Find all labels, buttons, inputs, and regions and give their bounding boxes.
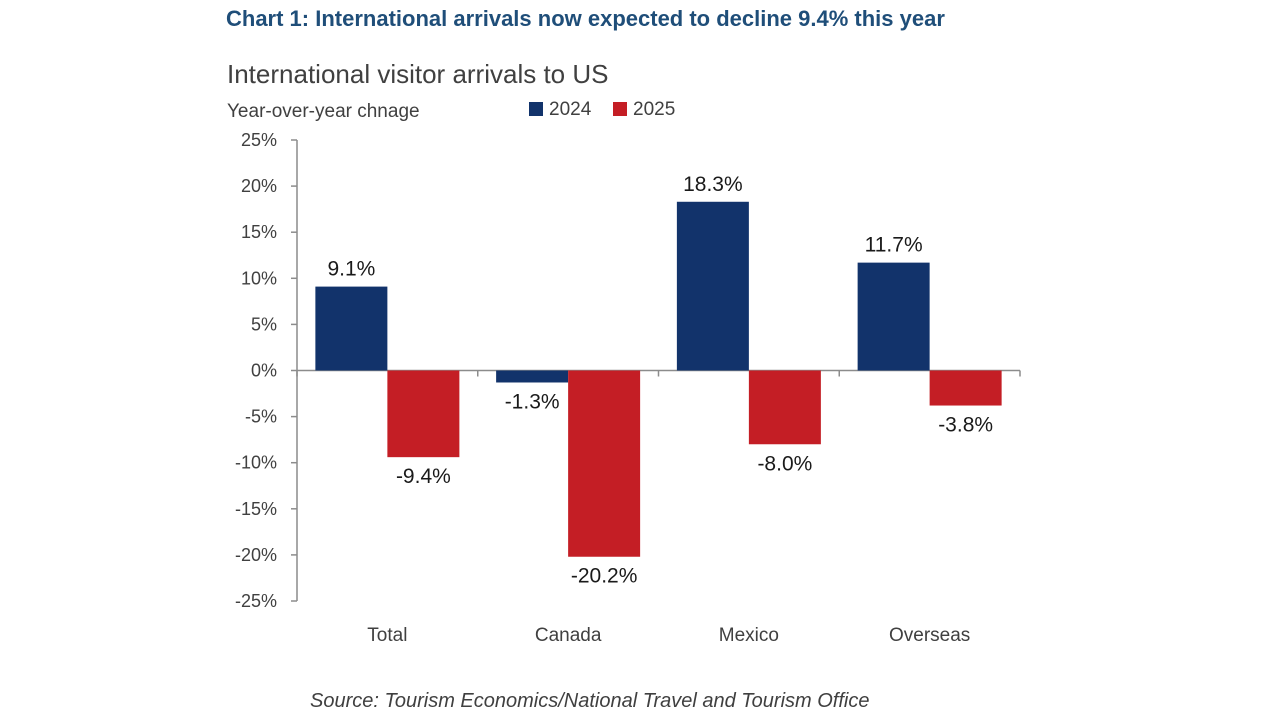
bar-2025-mexico (748, 370, 821, 445)
data-label-2024-canada: -1.3% (505, 390, 560, 413)
y-axis-label: Year-over-year chnage (227, 101, 420, 122)
data-label-2025-mexico: -8.0% (757, 452, 812, 475)
y-tick-label: 20% (241, 176, 277, 196)
bar-2024-canada (496, 370, 569, 383)
bar-2025-total (387, 370, 460, 458)
legend-label-2025: 2025 (633, 99, 675, 120)
data-label-2024-overseas: 11.7% (865, 234, 923, 257)
legend-swatch-2024 (529, 102, 543, 116)
category-label-overseas: Overseas (889, 625, 970, 646)
data-label-2025-total: -9.4% (396, 465, 451, 488)
y-tick-label: 15% (241, 222, 277, 242)
data-label-2024-mexico: 18.3% (683, 173, 743, 196)
y-tick-label: 0% (251, 361, 277, 381)
y-tick-label: 25% (241, 130, 277, 150)
y-tick-label: -20% (235, 545, 277, 565)
category-label-canada: Canada (535, 625, 602, 646)
legend-label-2024: 2024 (549, 99, 592, 120)
category-label-mexico: Mexico (719, 625, 779, 646)
y-tick-label: -5% (245, 407, 277, 427)
bar-2024-mexico (676, 201, 749, 371)
y-tick-label: 5% (251, 314, 277, 334)
bar-2024-total (315, 286, 388, 371)
data-label-2025-canada: -20.2% (571, 565, 638, 588)
y-tick-label: -15% (235, 499, 277, 519)
data-label-2024-total: 9.1% (327, 258, 375, 281)
bar-2024-overseas (857, 262, 930, 371)
bar-2025-overseas (929, 370, 1002, 406)
category-label-total: Total (367, 625, 407, 646)
chart-title: International visitor arrivals to US (227, 59, 609, 89)
y-tick-label: -25% (235, 591, 277, 611)
data-label-2025-overseas: -3.8% (938, 414, 993, 437)
source-note: Source: Tourism Economics/National Trave… (310, 690, 870, 712)
chart-headline: Chart 1: International arrivals now expe… (226, 6, 945, 31)
y-tick-label: 10% (241, 268, 277, 288)
bar-2025-canada (568, 370, 641, 557)
legend-swatch-2025 (613, 102, 627, 116)
y-tick-label: -10% (235, 453, 277, 473)
